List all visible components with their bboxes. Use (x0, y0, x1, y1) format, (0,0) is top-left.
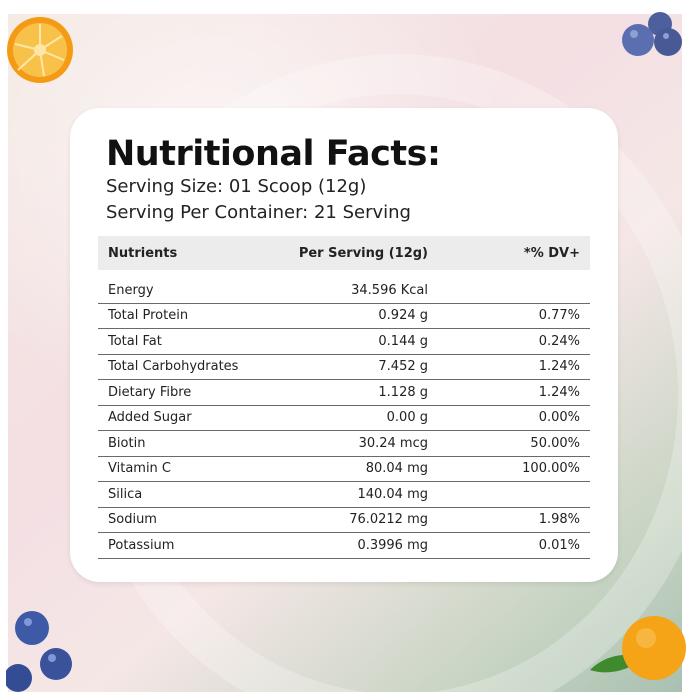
nutrient-name: Total Carbohydrates (98, 354, 268, 380)
nutrient-name: Sodium (98, 507, 268, 533)
nutrient-name: Potassium (98, 532, 268, 559)
per-serving-value: 34.596 Kcal (268, 278, 438, 304)
dv-value: 100.00% (438, 456, 590, 482)
dv-value: 1.24% (438, 379, 590, 406)
nutrient-name: Vitamin C (98, 456, 268, 482)
nutrient-name: Total Fat (98, 328, 268, 355)
table-row: Total Carbohydrates 7.452 g 1.24% (98, 354, 590, 380)
dv-value (438, 481, 590, 508)
per-serving-value: 30.24 mcg (268, 430, 438, 457)
nutrient-name: Silica (98, 481, 268, 508)
header-dv: *% DV+ (523, 245, 580, 261)
dv-value: 0.00% (438, 405, 590, 431)
table-row: Dietary Fibre 1.128 g 1.24% (98, 379, 590, 406)
dv-value: 50.00% (438, 430, 590, 457)
dv-value: 1.24% (438, 354, 590, 380)
per-serving-value: 80.04 mg (268, 456, 438, 482)
per-serving-value: 1.128 g (268, 379, 438, 406)
header-nutrients: Nutrients (108, 245, 178, 261)
dv-value: 0.01% (438, 532, 590, 559)
serving-size: Serving Size: 01 Scoop (12g) (106, 176, 367, 197)
dv-value (438, 278, 590, 304)
blueberries-icon (6, 611, 72, 692)
nutrient-name: Dietary Fibre (98, 379, 268, 406)
blueberries-icon (622, 12, 682, 56)
serving-per-container: Serving Per Container: 21 Serving (106, 202, 411, 223)
orange-with-leaf-icon (590, 616, 686, 680)
table-row: Biotin 30.24 mcg 50.00% (98, 430, 590, 457)
table-row: Silica 140.04 mg (98, 481, 590, 508)
per-serving-value: 0.3996 mg (268, 532, 438, 559)
per-serving-value: 0.00 g (268, 405, 438, 431)
per-serving-value: 76.0212 mg (268, 507, 438, 533)
table-header-row: Nutrients Per Serving (12g) *% DV+ (98, 236, 590, 270)
header-per-serving: Per Serving (12g) (298, 245, 428, 261)
nutrient-name: Energy (98, 278, 268, 304)
per-serving-value: 0.144 g (268, 328, 438, 355)
per-serving-value: 0.924 g (268, 303, 438, 329)
dv-value: 0.77% (438, 303, 590, 329)
nutrition-card: Nutritional Facts: Serving Size: 01 Scoo… (70, 108, 618, 582)
table-row: Total Fat 0.144 g 0.24% (98, 328, 590, 355)
dv-value: 1.98% (438, 507, 590, 533)
table-row: Total Protein 0.924 g 0.77% (98, 303, 590, 329)
table-row: Energy 34.596 Kcal (98, 278, 590, 304)
nutrient-name: Biotin (98, 430, 268, 457)
nutrient-name: Added Sugar (98, 405, 268, 431)
table-spacer (98, 270, 590, 278)
table-row: Added Sugar 0.00 g 0.00% (98, 405, 590, 431)
per-serving-value: 140.04 mg (268, 481, 438, 508)
per-serving-value: 7.452 g (268, 354, 438, 380)
orange-slice-icon (7, 17, 73, 83)
table-row: Sodium 76.0212 mg 1.98% (98, 507, 590, 533)
nutrition-table: Nutrients Per Serving (12g) *% DV+ Energ… (98, 236, 590, 559)
table-row: Vitamin C 80.04 mg 100.00% (98, 456, 590, 482)
nutrient-name: Total Protein (98, 303, 268, 329)
dv-value: 0.24% (438, 328, 590, 355)
page-title: Nutritional Facts: (106, 134, 441, 174)
table-row: Potassium 0.3996 mg 0.01% (98, 532, 590, 559)
